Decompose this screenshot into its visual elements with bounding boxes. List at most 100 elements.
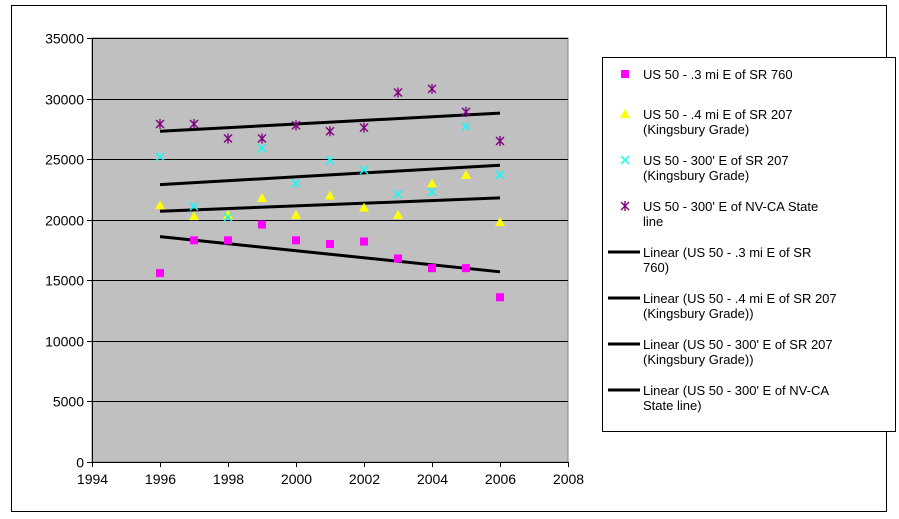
data-point — [224, 236, 232, 245]
data-point — [223, 212, 233, 222]
legend-label: Linear (US 50 - 300' E of SR 207 (Kingsbu… — [643, 337, 833, 367]
legend-label: Linear (US 50 - 300' E of NV-CA State lin… — [643, 383, 829, 413]
trendlines — [159, 111, 501, 274]
y-tick-label: 35000 — [45, 31, 84, 47]
data-point — [155, 200, 165, 210]
data-point — [393, 189, 403, 199]
data-point — [462, 264, 470, 273]
data-point — [359, 122, 369, 133]
data-point — [393, 87, 403, 98]
data-point — [495, 135, 505, 146]
legend-label: US 50 - 300' E of SR 207 (Kingsbury Grade… — [643, 153, 789, 183]
x-tick-label: 1994 — [77, 471, 108, 487]
legend-label-line: US 50 - .3 mi E of SR 760 — [643, 67, 793, 82]
legend-label-line: State line) — [643, 398, 702, 413]
legend-label-line: US 50 - 300' E of SR 207 — [643, 153, 789, 168]
y-tick-label: 0 — [76, 455, 84, 471]
legend-item: US 50 - 300' E of NV-CA State line — [620, 199, 818, 229]
data-point — [258, 220, 266, 229]
legend-label-line: Linear (US 50 - 300' E of NV-CA — [643, 383, 829, 398]
series-2 — [155, 169, 505, 227]
data-point — [326, 239, 334, 248]
series-1 — [156, 220, 504, 302]
data-point — [291, 120, 301, 131]
data-point — [291, 178, 301, 188]
data-point — [292, 236, 300, 245]
legend-item: US 50 - .4 mi E of SR 207 (Kingsbury Grad… — [620, 107, 793, 137]
legend-item: US 50 - .3 mi E of SR 760 — [621, 67, 793, 82]
legend-label: US 50 - .4 mi E of SR 207 (Kingsbury Grad… — [643, 107, 793, 137]
x-marker-stroke — [189, 201, 199, 211]
x-tick-label: 2000 — [281, 471, 312, 487]
legend-box — [602, 57, 896, 432]
x-tick-label: 2006 — [485, 471, 516, 487]
legend-item: Linear (US 50 - .4 mi E of SR 207 (Kingsb… — [608, 291, 837, 321]
trendline — [159, 111, 501, 133]
data-point — [428, 264, 436, 273]
data-point — [496, 293, 504, 302]
legend-item: Linear (US 50 - .3 mi E of SR 760) — [608, 245, 811, 275]
x-marker-stroke — [495, 170, 505, 180]
data-point — [461, 169, 471, 179]
data-point — [427, 83, 437, 94]
legend-label-line: (Kingsbury Grade)) — [643, 352, 754, 367]
axes — [92, 38, 568, 463]
y-tick-label: 20000 — [45, 213, 84, 229]
legend-label-line: line — [643, 214, 663, 229]
data-point — [394, 254, 402, 263]
legend-item: US 50 - 300' E of SR 207 (Kingsbury Grade… — [620, 153, 789, 183]
x-marker-stroke — [155, 152, 165, 162]
data-point — [495, 217, 505, 227]
x-marker-stroke — [427, 187, 437, 197]
x-marker-stroke — [461, 121, 471, 131]
series-3 — [155, 121, 505, 222]
data-point — [189, 211, 199, 221]
data-point — [461, 121, 471, 131]
data-point — [325, 190, 335, 200]
data-point — [427, 187, 437, 197]
legend-label: Linear (US 50 - .3 mi E of SR 760) — [643, 245, 811, 275]
x-marker-stroke — [359, 165, 369, 175]
data-point — [257, 192, 267, 202]
data-points — [155, 83, 505, 302]
legend-label-line: Linear (US 50 - .3 mi E of SR — [643, 245, 811, 260]
legend: US 50 - .3 mi E of SR 760 US 50 - .4 mi E… — [602, 57, 896, 432]
x-marker-stroke — [393, 189, 403, 199]
data-point — [155, 119, 165, 130]
legend-label-line: (Kingsbury Grade) — [643, 122, 749, 137]
data-point — [189, 201, 199, 211]
data-point — [291, 209, 301, 219]
y-tick-label: 5000 — [53, 394, 84, 410]
data-point — [189, 119, 199, 130]
y-axis-ticks: 0 5000 10000 15000 20000 25000 30000 35000 — [45, 31, 92, 471]
plot-area — [91, 37, 569, 463]
x-tick-label: 2008 — [553, 471, 584, 487]
data-point — [190, 236, 198, 245]
data-point — [360, 237, 368, 246]
legend-item: Linear (US 50 - 300' E of NV-CA State lin… — [608, 383, 829, 413]
legend-label-line: Linear (US 50 - .4 mi E of SR 207 — [643, 291, 837, 306]
legend-marker — [620, 201, 630, 211]
x-tick-label: 1996 — [145, 471, 176, 487]
x-tick-label: 2002 — [349, 471, 380, 487]
data-point — [257, 143, 267, 153]
legend-label: US 50 - .3 mi E of SR 760 — [643, 67, 793, 82]
legend-label-line: (Kingsbury Grade)) — [643, 306, 754, 321]
x-marker-stroke — [620, 155, 630, 165]
data-point — [325, 126, 335, 137]
legend-marker — [621, 70, 629, 78]
series-4 — [155, 83, 505, 146]
x-axis-ticks: 1994 1996 1998 2000 2002 2004 2006 2008 — [77, 462, 584, 487]
trendline — [159, 163, 501, 187]
legend-label-line: 760) — [643, 260, 669, 275]
legend-label: US 50 - 300' E of NV-CA State line — [643, 199, 818, 229]
data-point — [359, 202, 369, 212]
y-tick-label: 30000 — [45, 92, 84, 108]
data-point — [325, 155, 335, 165]
legend-item: Linear (US 50 - 300' E of SR 207 (Kingsbu… — [608, 337, 833, 367]
data-point — [359, 165, 369, 175]
data-point — [461, 106, 471, 117]
x-tick-label: 2004 — [417, 471, 448, 487]
data-point — [495, 170, 505, 180]
